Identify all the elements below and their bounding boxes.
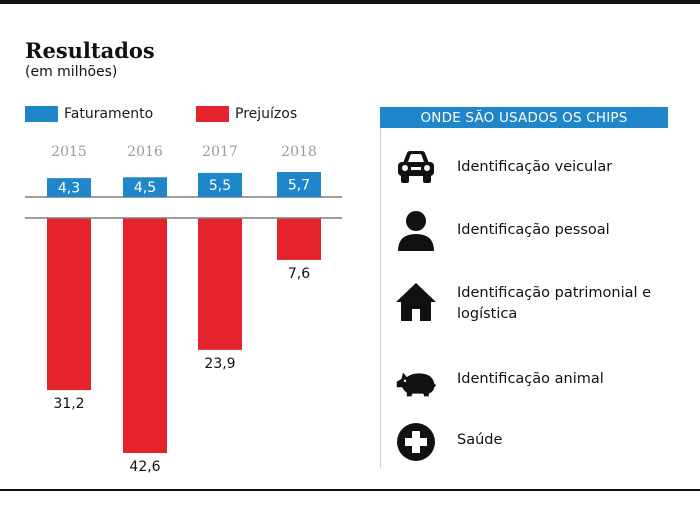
top-rule	[0, 0, 700, 4]
use-item-person: Identificação pessoal	[394, 208, 610, 252]
data-label-prejuizos: 31,2	[53, 396, 84, 412]
use-label-vehicle: Identificação veicular	[457, 159, 613, 175]
legend-label-faturamento: Faturamento	[64, 106, 154, 122]
data-label-prejuizos: 23,9	[204, 356, 235, 372]
house-icon	[394, 280, 438, 324]
x-tick-label: 2015	[51, 144, 87, 160]
use-label-person: Identificação pessoal	[457, 222, 610, 238]
car-icon	[394, 145, 438, 189]
bar-prejuizos	[123, 218, 167, 453]
data-label-prejuizos: 7,6	[288, 266, 310, 282]
pig-icon	[394, 357, 438, 401]
bar-faturamento	[198, 172, 242, 197]
panel-divider	[380, 128, 381, 468]
use-label-health: Saúde	[457, 432, 503, 448]
panel-header: ONDE SÃO USADOS OS CHIPS	[380, 107, 668, 128]
x-tick-label: 2018	[281, 144, 317, 160]
data-label-faturamento: 5,7	[288, 178, 310, 194]
use-label-property-line2: logística	[457, 306, 518, 322]
legend-swatch-prejuizos	[196, 106, 229, 122]
health-cross-icon	[394, 420, 438, 464]
legend-label-prejuizos: Prejuízos	[235, 106, 298, 122]
data-label-faturamento: 4,3	[58, 181, 80, 197]
bar-prejuizos	[277, 218, 321, 260]
person-icon	[394, 208, 438, 252]
use-label-animal: Identificação animal	[457, 371, 604, 387]
use-label-property-line1: Identificação patrimonial e	[457, 285, 652, 301]
chart-title: Resultados	[25, 38, 155, 63]
use-label-property: Identificação patrimonial e logística	[457, 283, 651, 325]
bar-faturamento	[123, 177, 167, 197]
x-tick-label: 2016	[127, 144, 163, 160]
x-tick-label: 2017	[202, 144, 238, 160]
bar-prejuizos	[198, 218, 242, 350]
bar-prejuizos	[47, 218, 91, 391]
data-label-faturamento: 4,5	[134, 180, 156, 196]
use-item-property: Identificação patrimonial e logística	[394, 280, 651, 324]
data-label-faturamento: 5,5	[209, 178, 231, 194]
bottom-rule	[0, 489, 700, 491]
use-item-vehicle: Identificação veicular	[394, 145, 612, 189]
use-item-animal: Identificação animal	[394, 357, 604, 401]
legend-item-faturamento: Faturamento	[25, 106, 153, 122]
use-item-health: Saúde	[394, 420, 502, 464]
chart-subtitle: (em milhões)	[25, 64, 118, 80]
bar-faturamento	[277, 172, 321, 197]
legend-item-prejuizos: Prejuízos	[196, 106, 297, 122]
data-label-prejuizos: 42,6	[129, 459, 160, 475]
bar-faturamento	[47, 178, 91, 197]
legend-swatch-faturamento	[25, 106, 58, 122]
